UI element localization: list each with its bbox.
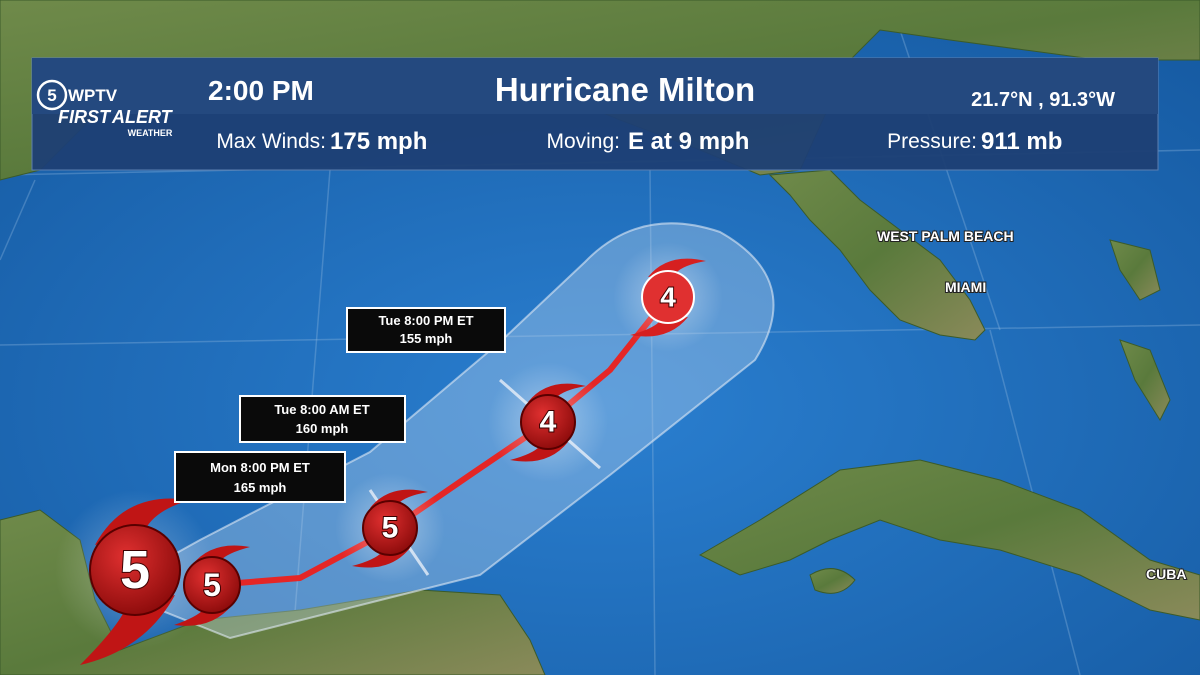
storm-icon: 4 — [613, 242, 723, 352]
label-time: Mon 8:00 PM ET — [210, 460, 310, 475]
pressure-value: 911 mb — [981, 128, 1062, 155]
label-wind: 160 mph — [296, 421, 349, 436]
max-winds-label: Max Winds: — [216, 130, 326, 153]
storm-icon: 5 — [55, 490, 215, 665]
pressure-label: Pressure: — [887, 130, 977, 153]
label-wind: 155 mph — [400, 331, 453, 346]
moving-value: E at 9 mph — [628, 128, 749, 155]
moving-label: Moving: — [546, 130, 620, 153]
time: 2:00 PM — [208, 75, 314, 106]
place-label: WEST PALM BEACH — [877, 228, 1014, 244]
place-label: MIAMI — [945, 279, 986, 295]
storm-category: 5 — [203, 567, 221, 603]
label-time: Tue 8:00 AM ET — [274, 402, 369, 417]
label-time: Tue 8:00 PM ET — [378, 313, 473, 328]
logo: 5 WPTV FIRST ALERT WEATHER — [36, 79, 174, 138]
forecast-label: Tue 8:00 AM ET 160 mph — [239, 395, 406, 443]
place-label: CUBA — [1146, 566, 1186, 582]
logo-name: WPTV — [68, 86, 118, 105]
storm-category: 5 — [382, 512, 399, 545]
max-winds-value: 175 mph — [330, 128, 427, 155]
label-wind: 165 mph — [234, 480, 287, 495]
forecast-track — [211, 295, 671, 588]
storm-category: 5 — [120, 540, 150, 600]
position: 21.7°N , 91.3°W — [971, 89, 1115, 111]
storm-icon: 5 — [335, 473, 445, 583]
info-panel: 5 WPTV FIRST ALERT WEATHER 2:00 PM Hurri… — [31, 57, 1159, 171]
storm-category: 4 — [540, 406, 557, 439]
storm-category: 4 — [660, 282, 676, 313]
forecast-label: Mon 8:00 PM ET 165 mph — [174, 451, 346, 503]
storm-icon: 5 — [174, 545, 250, 626]
logo-alert: ALERT — [111, 107, 174, 127]
storm-name: Hurricane Milton — [495, 71, 755, 108]
logo-weather: WEATHER — [128, 128, 173, 138]
forecast-label: Tue 8:00 PM ET 155 mph — [346, 307, 506, 353]
logo-first: FIRST — [58, 107, 112, 127]
logo-channel: 5 — [47, 86, 56, 105]
storm-icon: 4 — [488, 362, 608, 482]
